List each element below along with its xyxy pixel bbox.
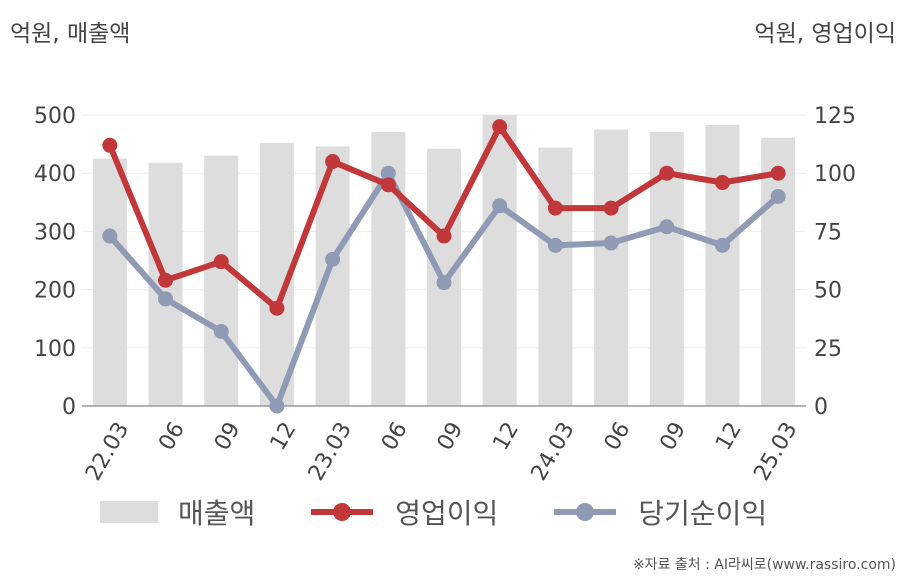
- x-tick-label: 09: [210, 418, 246, 455]
- x-tick-label: 12: [266, 418, 302, 455]
- legend-swatch-net-income: [554, 501, 617, 523]
- legend: 매출액 영업이익 당기순이익: [100, 492, 823, 532]
- point-net-income: [102, 228, 118, 244]
- x-tick-label: 09: [433, 418, 469, 455]
- y-left-tick-label: 500: [34, 104, 76, 129]
- point-net-income: [659, 219, 675, 235]
- bar-revenue: [92, 158, 127, 406]
- y-right-tick-label: 75: [814, 220, 842, 245]
- point-operating-profit: [603, 200, 619, 216]
- y-right-tick-label: 25: [814, 337, 842, 362]
- y-right-tick-label: 125: [814, 104, 856, 129]
- point-operating-profit: [158, 272, 174, 288]
- point-net-income: [547, 237, 563, 253]
- legend-item-net-income: 당기순이익: [554, 492, 767, 532]
- x-tick-label: 22.03: [81, 418, 134, 485]
- point-operating-profit: [714, 175, 730, 191]
- y-right-tick-label: 50: [814, 279, 842, 304]
- legend-item-operating-profit: 영업이익: [311, 492, 498, 532]
- point-operating-profit: [436, 228, 452, 244]
- point-net-income: [213, 324, 229, 340]
- bar-revenue: [204, 155, 239, 406]
- y-left-tick-label: 300: [34, 220, 76, 245]
- x-tick-label: 06: [377, 418, 413, 455]
- point-net-income: [436, 275, 452, 291]
- left-axis-unit: 억원, 매출액: [10, 21, 131, 47]
- point-operating-profit: [380, 177, 396, 193]
- y-left-tick-label: 0: [62, 395, 76, 420]
- point-net-income: [603, 235, 619, 251]
- y-right-tick-label: 0: [814, 395, 828, 420]
- x-tick-label: 09: [655, 418, 691, 455]
- bar-revenue: [705, 124, 740, 407]
- right-axis-unit: 억원, 영업이익: [754, 21, 896, 47]
- point-net-income: [380, 165, 396, 181]
- point-operating-profit: [325, 154, 341, 170]
- y-left-tick-label: 400: [34, 162, 76, 187]
- source-note: ※자료 출처 : AI라씨로(www.rassiro.com): [632, 557, 896, 573]
- y-left-tick-label: 200: [34, 279, 76, 304]
- point-net-income: [714, 237, 730, 253]
- bar-revenue: [761, 137, 796, 406]
- point-operating-profit: [213, 254, 229, 270]
- point-net-income: [325, 251, 341, 267]
- legend-label-operating-profit: 영업이익: [395, 497, 499, 530]
- bar-revenue: [482, 115, 517, 406]
- x-tick-label: 06: [154, 418, 190, 455]
- x-tick-label: 06: [600, 418, 636, 455]
- point-operating-profit: [492, 119, 508, 135]
- point-net-income: [158, 291, 174, 307]
- legend-label-net-income: 당기순이익: [638, 497, 768, 530]
- x-tick-label: 12: [488, 418, 524, 455]
- x-tick-label: 24.03: [527, 418, 580, 485]
- legend-swatch-revenue: [100, 501, 158, 523]
- legend-swatch-operating-profit: [311, 501, 374, 523]
- legend-label-revenue: 매출액: [178, 497, 256, 530]
- point-net-income: [770, 188, 786, 204]
- x-tick-label: 12: [711, 418, 747, 455]
- point-net-income: [269, 398, 285, 414]
- legend-item-revenue: 매출액: [100, 492, 255, 532]
- point-operating-profit: [547, 200, 563, 216]
- y-right-tick-label: 100: [814, 162, 856, 187]
- point-operating-profit: [102, 137, 118, 153]
- point-net-income: [492, 198, 508, 214]
- point-operating-profit: [770, 165, 786, 181]
- point-operating-profit: [269, 300, 285, 316]
- y-left-tick-label: 100: [34, 337, 76, 362]
- bar-revenue: [594, 129, 629, 407]
- x-tick-label: 25.03: [749, 418, 802, 485]
- point-operating-profit: [659, 165, 675, 181]
- x-tick-label: 23.03: [304, 418, 357, 485]
